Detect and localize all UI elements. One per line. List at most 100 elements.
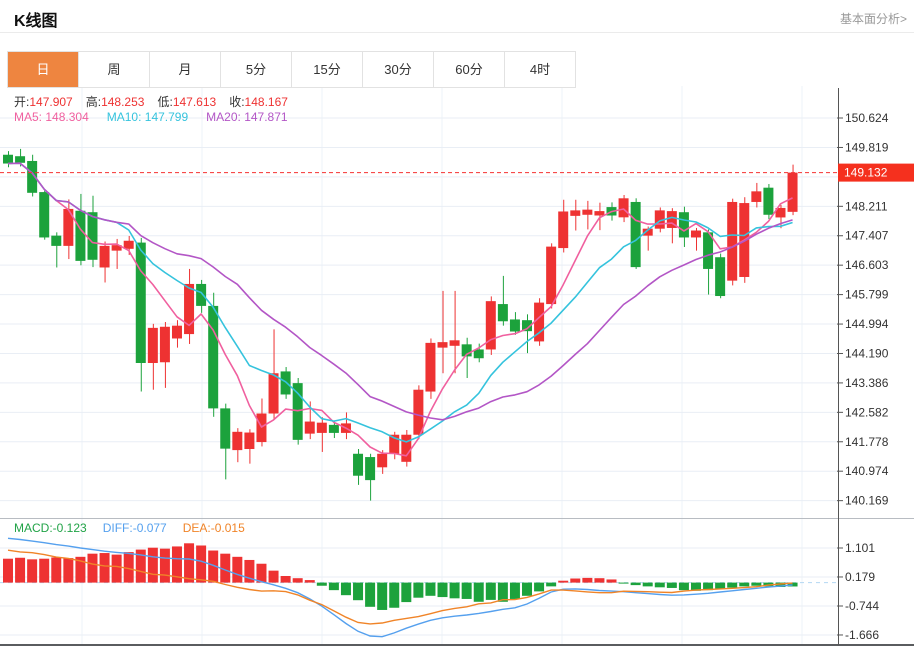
page-title: K线图 xyxy=(14,13,58,30)
candle-body xyxy=(389,434,400,454)
macd-bar xyxy=(606,579,617,583)
open-value: 开:147.907 xyxy=(14,95,73,109)
tab-5min[interactable]: 5分 xyxy=(221,52,292,87)
macd-bar xyxy=(75,556,86,583)
macd-bar xyxy=(208,550,219,583)
macd-bar xyxy=(63,558,74,583)
candle-body xyxy=(328,424,339,433)
macd-bar xyxy=(582,577,593,583)
macd-bar xyxy=(775,582,786,588)
ma10-line xyxy=(7,162,793,443)
candle-body xyxy=(171,325,182,339)
macd-bar xyxy=(509,582,520,599)
tab-30min[interactable]: 30分 xyxy=(363,52,434,87)
svg-text:148.211: 148.211 xyxy=(845,199,888,213)
macd-bar xyxy=(449,582,460,599)
close-value: 收:148.167 xyxy=(229,95,288,109)
candle-body xyxy=(244,432,255,450)
candle-body xyxy=(99,245,110,268)
low-value: 低:147.613 xyxy=(157,95,217,109)
macd-bar xyxy=(304,580,315,583)
candle-body xyxy=(787,172,798,212)
macd-bar xyxy=(328,582,339,591)
candle-body xyxy=(147,327,158,364)
svg-text:144.994: 144.994 xyxy=(845,317,889,331)
svg-text:149.132: 149.132 xyxy=(844,166,888,180)
candle-body xyxy=(75,210,86,261)
macd-bar xyxy=(316,582,327,586)
chart-plot-area[interactable] xyxy=(0,88,838,645)
candle-body xyxy=(15,156,26,163)
candle-body xyxy=(135,242,146,364)
tab-day[interactable]: 日 xyxy=(8,52,79,87)
macd-bar xyxy=(534,582,545,592)
tab-week[interactable]: 周 xyxy=(79,52,150,87)
macd-bar xyxy=(727,582,738,588)
candle-body xyxy=(220,408,231,449)
candle-body xyxy=(751,191,762,202)
macd-bar xyxy=(630,582,641,586)
candle-body xyxy=(39,192,50,238)
macd-bar xyxy=(196,545,207,583)
candle-body xyxy=(678,212,689,238)
macd-bar xyxy=(184,543,195,583)
candle-body xyxy=(775,207,786,218)
candle-body xyxy=(111,245,122,251)
macd-bar xyxy=(87,553,98,583)
svg-text:141.778: 141.778 xyxy=(845,435,889,449)
macd-bar xyxy=(147,547,158,583)
candle-body xyxy=(268,373,279,414)
ma5-value: MA5: 148.304 xyxy=(14,110,89,124)
candle-body xyxy=(654,210,665,229)
macd-axis-labels: 1.101 0.179 -0.744 -1.666 xyxy=(837,541,879,642)
macd-value: MACD:-0.123 xyxy=(14,521,87,535)
macd-bar xyxy=(353,582,364,601)
svg-text:145.799: 145.799 xyxy=(845,288,889,302)
macd-bar xyxy=(425,582,436,596)
ma10-value: MA10: 147.799 xyxy=(106,110,189,124)
candle-body xyxy=(497,304,508,322)
candle-body xyxy=(509,319,520,332)
macd-bar xyxy=(365,582,376,607)
high-value: 高:148.253 xyxy=(85,95,145,109)
candle-body xyxy=(425,342,436,392)
candle-body xyxy=(304,421,315,434)
macd-bar xyxy=(594,578,605,583)
macd-bar xyxy=(690,582,701,591)
macd-bar xyxy=(413,582,424,598)
tab-month[interactable]: 月 xyxy=(150,52,221,87)
candle-body xyxy=(232,431,243,451)
tab-15min[interactable]: 15分 xyxy=(292,52,363,87)
macd-bar xyxy=(473,582,484,602)
candle-body xyxy=(594,211,605,216)
macd-bar xyxy=(497,582,508,602)
candle-body xyxy=(365,457,376,481)
macd-bar xyxy=(546,582,557,587)
svg-text:0.179: 0.179 xyxy=(845,570,875,584)
macd-bar xyxy=(256,563,267,583)
candle-body xyxy=(196,283,207,306)
candle-body xyxy=(449,340,460,346)
macd-histogram xyxy=(3,543,798,610)
diff-value: DIFF:-0.077 xyxy=(102,521,167,535)
macd-bar xyxy=(558,580,569,583)
candle-body xyxy=(522,320,533,332)
macd-bar xyxy=(437,582,448,598)
fundamental-analysis-link[interactable]: 基本面分析> xyxy=(839,12,907,26)
macd-bar xyxy=(642,582,653,587)
macd-bar xyxy=(15,557,26,583)
macd-bar xyxy=(389,582,400,608)
candle-body xyxy=(473,349,484,359)
tab-4hour[interactable]: 4时 xyxy=(505,52,575,87)
macd-bar xyxy=(268,570,279,583)
ohlc-info: 开:147.907 高:148.253 低:147.613 收:148.167 xyxy=(14,93,288,110)
candle-body xyxy=(63,208,74,246)
candle-body xyxy=(123,240,134,249)
tab-60min[interactable]: 60分 xyxy=(434,52,505,87)
candle-body xyxy=(377,453,388,468)
macd-bar xyxy=(377,582,388,610)
ma20-value: MA20: 147.871 xyxy=(206,110,288,124)
candle-body xyxy=(703,232,714,269)
candle-body xyxy=(461,344,472,357)
